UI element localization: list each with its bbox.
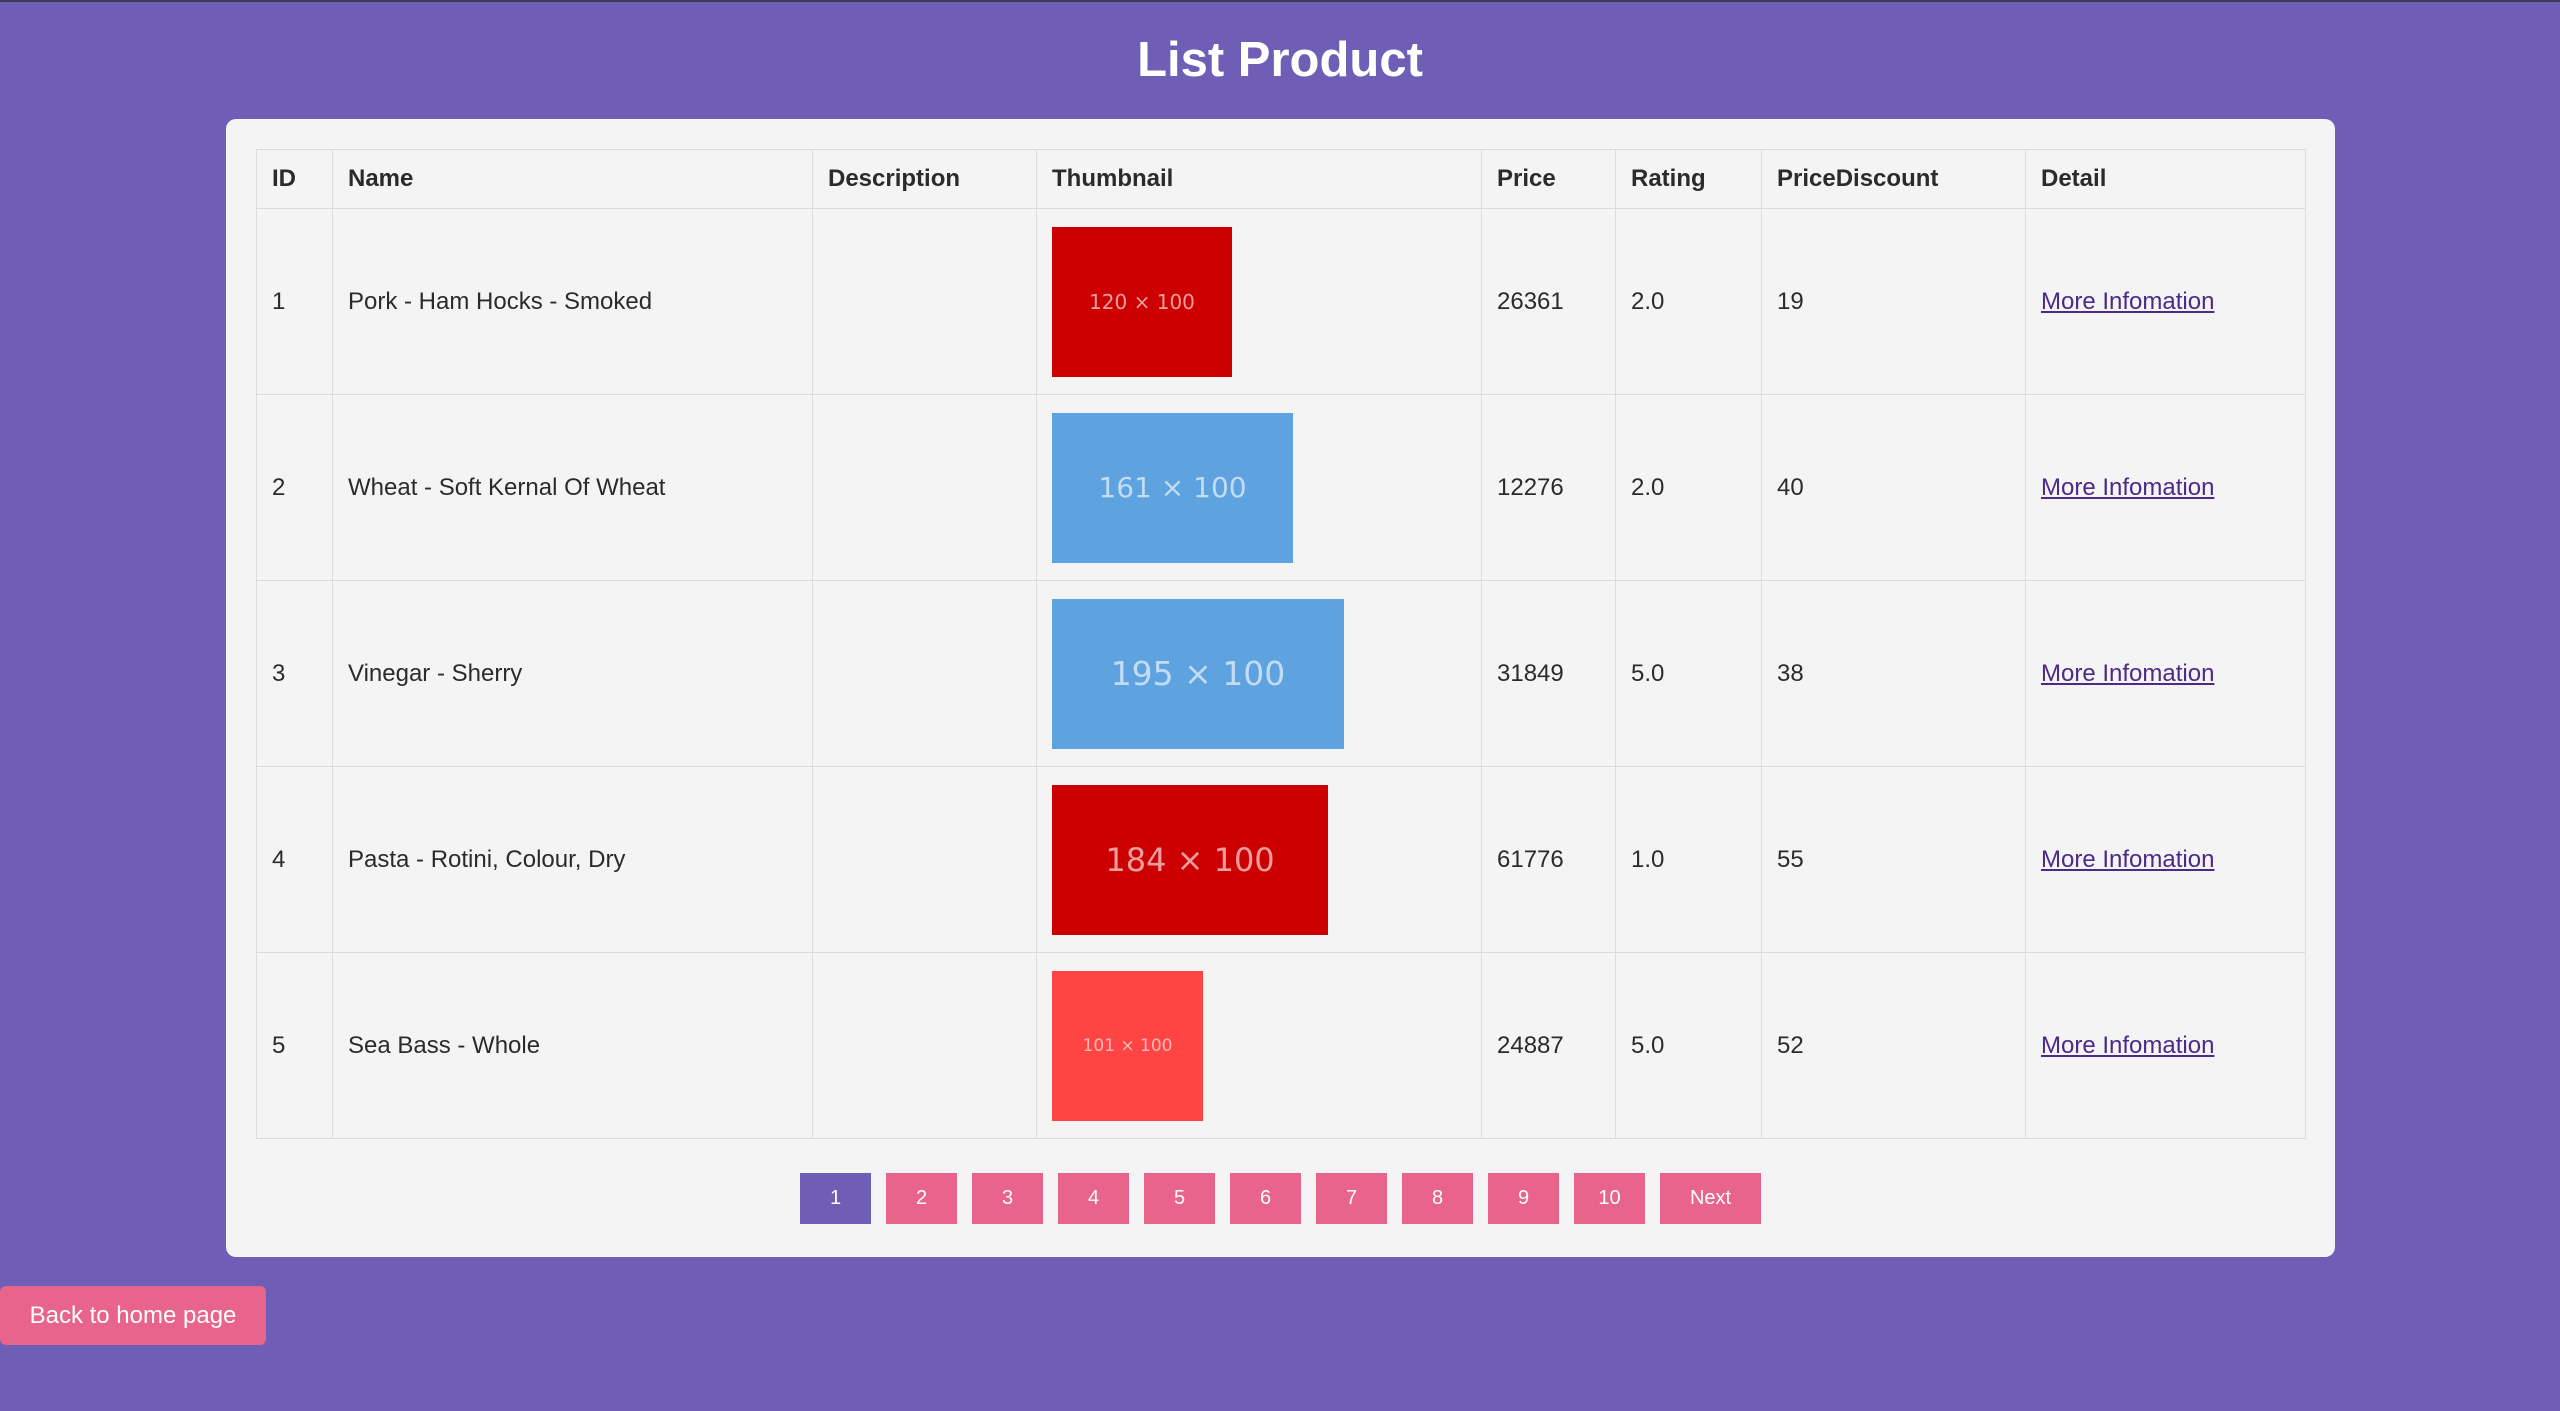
thumbnail-label: 184 × 100	[1105, 840, 1275, 879]
page-button-7[interactable]: 7	[1316, 1173, 1387, 1224]
cell-thumbnail: 195 × 100	[1036, 580, 1482, 767]
more-information-link[interactable]: More Infomation	[2041, 1031, 2215, 1059]
header-rating: Rating	[1615, 149, 1762, 209]
cell-thumbnail: 101 × 100	[1036, 952, 1482, 1139]
more-information-link[interactable]: More Infomation	[2041, 659, 2215, 687]
thumbnail-label: 161 × 100	[1098, 471, 1247, 504]
cell-price: 26361	[1481, 208, 1616, 395]
cell-detail: More Infomation	[2025, 580, 2306, 767]
page-button-1[interactable]: 1	[800, 1173, 871, 1224]
cell-thumbnail: 120 × 100	[1036, 208, 1482, 395]
cell-detail: More Infomation	[2025, 208, 2306, 395]
cell-rating: 5.0	[1615, 580, 1762, 767]
page-button-2[interactable]: 2	[886, 1173, 957, 1224]
cell-id: 4	[256, 766, 333, 953]
next-page-button[interactable]: Next	[1660, 1173, 1761, 1224]
page-button-5[interactable]: 5	[1144, 1173, 1215, 1224]
cell-rating: 2.0	[1615, 208, 1762, 395]
cell-price-discount: 52	[1761, 952, 2026, 1139]
page-button-10[interactable]: 10	[1574, 1173, 1645, 1224]
page-title: List Product	[1137, 33, 1423, 87]
cell-id: 5	[256, 952, 333, 1139]
cell-name: Vinegar - Sherry	[332, 580, 813, 767]
cell-id: 1	[256, 208, 333, 395]
header-id: ID	[256, 149, 333, 209]
thumbnail-label: 101 × 100	[1082, 1035, 1173, 1056]
page-button-9[interactable]: 9	[1488, 1173, 1559, 1224]
cell-name: Wheat - Soft Kernal Of Wheat	[332, 394, 813, 581]
table-header-row: ID Name Description Thumbnail Price Rati…	[256, 149, 2306, 209]
cell-rating: 2.0	[1615, 394, 1762, 581]
cell-id: 2	[256, 394, 333, 581]
thumbnail-image: 184 × 100	[1052, 784, 1328, 935]
cell-description	[812, 952, 1037, 1139]
back-to-home-button[interactable]: Back to home page	[0, 1286, 266, 1345]
cell-name: Pork - Ham Hocks - Smoked	[332, 208, 813, 395]
thumbnail-image: 101 × 100	[1052, 970, 1203, 1121]
cell-name: Sea Bass - Whole	[332, 952, 813, 1139]
table-row: 3 Vinegar - Sherry 195 × 100 31849 5.0 3…	[256, 580, 2306, 767]
product-list-card: ID Name Description Thumbnail Price Rati…	[226, 119, 2335, 1257]
header-price: Price	[1481, 149, 1616, 209]
thumbnail-image: 120 × 100	[1052, 226, 1232, 377]
cell-price-discount: 55	[1761, 766, 2026, 953]
cell-price: 61776	[1481, 766, 1616, 953]
more-information-link[interactable]: More Infomation	[2041, 845, 2215, 873]
cell-description	[812, 208, 1037, 395]
table-row: 4 Pasta - Rotini, Colour, Dry 184 × 100 …	[256, 766, 2306, 953]
top-border	[0, 0, 2560, 2]
pagination: 1 2 3 4 5 6 7 8 9 10 Next	[226, 1173, 2335, 1224]
thumbnail-label: 195 × 100	[1110, 654, 1286, 693]
thumbnail-label: 120 × 100	[1089, 289, 1195, 314]
cell-rating: 1.0	[1615, 766, 1762, 953]
product-table: ID Name Description Thumbnail Price Rati…	[256, 149, 2306, 1139]
page-button-4[interactable]: 4	[1058, 1173, 1129, 1224]
header-description: Description	[812, 149, 1037, 209]
cell-detail: More Infomation	[2025, 952, 2306, 1139]
cell-thumbnail: 161 × 100	[1036, 394, 1482, 581]
more-information-link[interactable]: More Infomation	[2041, 287, 2215, 315]
cell-description	[812, 766, 1037, 953]
page-button-6[interactable]: 6	[1230, 1173, 1301, 1224]
page-button-8[interactable]: 8	[1402, 1173, 1473, 1224]
header-thumbnail: Thumbnail	[1036, 149, 1482, 209]
table-row: 5 Sea Bass - Whole 101 × 100 24887 5.0 5…	[256, 952, 2306, 1139]
cell-description	[812, 394, 1037, 581]
table-row: 1 Pork - Ham Hocks - Smoked 120 × 100 26…	[256, 208, 2306, 395]
cell-id: 3	[256, 580, 333, 767]
cell-thumbnail: 184 × 100	[1036, 766, 1482, 953]
cell-detail: More Infomation	[2025, 766, 2306, 953]
header-detail: Detail	[2025, 149, 2306, 209]
cell-name: Pasta - Rotini, Colour, Dry	[332, 766, 813, 953]
thumbnail-image: 195 × 100	[1052, 598, 1344, 749]
cell-price: 12276	[1481, 394, 1616, 581]
table-row: 2 Wheat - Soft Kernal Of Wheat 161 × 100…	[256, 394, 2306, 581]
cell-price-discount: 38	[1761, 580, 2026, 767]
cell-detail: More Infomation	[2025, 394, 2306, 581]
cell-price-discount: 19	[1761, 208, 2026, 395]
cell-rating: 5.0	[1615, 952, 1762, 1139]
header-price-discount: PriceDiscount	[1761, 149, 2026, 209]
cell-price: 31849	[1481, 580, 1616, 767]
header-name: Name	[332, 149, 813, 209]
cell-price-discount: 40	[1761, 394, 2026, 581]
cell-description	[812, 580, 1037, 767]
thumbnail-image: 161 × 100	[1052, 412, 1293, 563]
more-information-link[interactable]: More Infomation	[2041, 473, 2215, 501]
cell-price: 24887	[1481, 952, 1616, 1139]
page-button-3[interactable]: 3	[972, 1173, 1043, 1224]
